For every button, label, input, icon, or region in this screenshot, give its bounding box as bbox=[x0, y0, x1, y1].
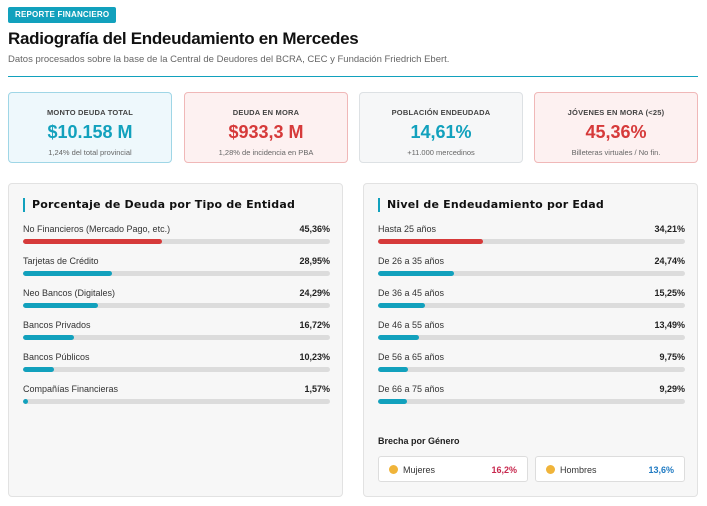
age-debt-panel: Nivel de Endeudamiento por Edad Hasta 25… bbox=[363, 183, 698, 497]
kpi-value: $10.158 M bbox=[47, 122, 133, 142]
bar-row: Compañías Financieras 1,57% bbox=[23, 384, 330, 406]
bar-label: Bancos Privados bbox=[23, 320, 91, 330]
kpi-card: MONTO DEUDA TOTAL $10.158 M 1,24% del tota… bbox=[8, 92, 172, 163]
gender-gap-title: Brecha por Género bbox=[378, 436, 460, 446]
bar-label: Compañías Financieras bbox=[23, 384, 119, 394]
kpi-value: 45,36% bbox=[585, 122, 647, 142]
bar-value-label: 24,74% bbox=[654, 256, 685, 266]
bar-value-label: 9,29% bbox=[659, 384, 685, 394]
bar-track bbox=[378, 399, 685, 404]
bar bbox=[378, 271, 454, 276]
bar-label: Neo Bancos (Digitales) bbox=[23, 288, 116, 298]
kpi-note: +11.000 mercedinos bbox=[407, 148, 475, 157]
bar-track bbox=[378, 335, 685, 340]
bar-row: Neo Bancos (Digitales) 24,29% bbox=[23, 288, 330, 310]
bar-label: De 46 a 55 años bbox=[378, 320, 445, 330]
bar-track bbox=[378, 239, 685, 244]
bar-value-label: 9,75% bbox=[659, 352, 685, 362]
bar-value-label: 24,29% bbox=[299, 288, 330, 298]
bar-track bbox=[23, 399, 330, 404]
bar-label: Bancos Públicos bbox=[23, 352, 90, 362]
kpi-card: JÓVENES EN MORA (<25) 45,36% Billeteras vi… bbox=[534, 92, 698, 163]
gender-men-card: Hombres 13,6% bbox=[535, 456, 685, 482]
bar-value-label: 28,95% bbox=[299, 256, 330, 266]
bar-track bbox=[23, 271, 330, 276]
bar bbox=[23, 367, 55, 372]
bar-value-label: 1,57% bbox=[304, 384, 330, 394]
kpi-note: 1,28% de incidencia en PBA bbox=[218, 148, 314, 157]
kpi-label: JÓVENES EN MORA (<25) bbox=[567, 108, 665, 117]
gender-men-value: 13,6% bbox=[648, 465, 674, 475]
kpi-value: $933,3 M bbox=[228, 122, 304, 142]
gender-women-card: Mujeres 16,2% bbox=[378, 456, 528, 482]
bar-label: De 66 a 75 años bbox=[378, 384, 445, 394]
gender-women-value: 16,2% bbox=[491, 465, 517, 475]
bar bbox=[378, 335, 420, 340]
kpi-note: 1,24% del total provincial bbox=[48, 148, 132, 157]
bar-value-label: 10,23% bbox=[299, 352, 330, 362]
bar-row: Hasta 25 años 34,21% bbox=[378, 224, 685, 246]
bar-label: Hasta 25 años bbox=[378, 224, 437, 234]
page-title: Radiografía del Endeudamiento en Mercede… bbox=[8, 29, 359, 48]
bar bbox=[378, 239, 484, 244]
bar bbox=[378, 367, 408, 372]
page-subtitle: Datos procesados sobre la base de la Cen… bbox=[8, 54, 450, 65]
bar bbox=[378, 303, 425, 308]
bar-track bbox=[378, 271, 685, 276]
gender-women-label: Mujeres bbox=[403, 465, 436, 475]
kpi-value: 14,61% bbox=[410, 122, 472, 142]
bar bbox=[23, 399, 28, 404]
bar-label: De 26 a 35 años bbox=[378, 256, 445, 266]
bar-label: No Financieros (Mercado Pago, etc.) bbox=[23, 224, 171, 234]
bar-track bbox=[23, 367, 330, 372]
bar-value-label: 13,49% bbox=[654, 320, 685, 330]
bar-track bbox=[378, 367, 685, 372]
bar bbox=[378, 399, 407, 404]
bar-label: De 56 a 65 años bbox=[378, 352, 445, 362]
kpi-card: POBLACIÓN ENDEUDADA 14,61% +11.000 mercedi… bbox=[359, 92, 523, 163]
bar-value-label: 16,72% bbox=[299, 320, 330, 330]
bar bbox=[23, 271, 112, 276]
bar bbox=[23, 303, 98, 308]
woman-icon bbox=[389, 465, 398, 474]
gender-men-label: Hombres bbox=[560, 465, 597, 475]
bar bbox=[23, 335, 75, 340]
kpi-note: Billeteras virtuales / No fin. bbox=[571, 148, 661, 157]
bar-row: De 56 a 65 años 9,75% bbox=[378, 352, 685, 374]
bar-value-label: 34,21% bbox=[654, 224, 685, 234]
entity-debt-title: Porcentaje de Deuda por Tipo de Entidad bbox=[23, 198, 295, 212]
bar-track bbox=[23, 303, 330, 308]
bar-row: De 46 a 55 años 13,49% bbox=[378, 320, 685, 342]
bar-row: Bancos Privados 16,72% bbox=[23, 320, 330, 342]
bar-track bbox=[378, 303, 685, 308]
bar-row: No Financieros (Mercado Pago, etc.) 45,36… bbox=[23, 224, 330, 246]
bar-track bbox=[23, 239, 330, 244]
kpi-label: MONTO DEUDA TOTAL bbox=[46, 108, 134, 117]
bar-row: De 36 a 45 años 15,25% bbox=[378, 288, 685, 310]
kpi-label: DEUDA EN MORA bbox=[232, 108, 300, 117]
bar-value-label: 15,25% bbox=[654, 288, 685, 298]
age-debt-title: Nivel de Endeudamiento por Edad bbox=[378, 198, 604, 212]
bar-row: De 26 a 35 años 24,74% bbox=[378, 256, 685, 278]
bar-row: Tarjetas de Crédito 28,95% bbox=[23, 256, 330, 278]
man-icon bbox=[546, 465, 555, 474]
bar-row: De 66 a 75 años 9,29% bbox=[378, 384, 685, 406]
kpi-label: POBLACIÓN ENDEUDADA bbox=[391, 108, 491, 117]
kpi-card: DEUDA EN MORA $933,3 M 1,28% de incidencia… bbox=[184, 92, 348, 163]
bar-row: Bancos Públicos 10,23% bbox=[23, 352, 330, 374]
bar-label: Tarjetas de Crédito bbox=[23, 256, 99, 266]
report-badge: REPORTE FINANCIERO bbox=[8, 7, 117, 23]
bar-value-label: 45,36% bbox=[299, 224, 330, 234]
bar-label: De 36 a 45 años bbox=[378, 288, 445, 298]
entity-debt-panel: Porcentaje de Deuda por Tipo de Entidad … bbox=[8, 183, 343, 497]
bar bbox=[23, 239, 163, 244]
bar-track bbox=[23, 335, 330, 340]
header-divider bbox=[8, 76, 698, 77]
